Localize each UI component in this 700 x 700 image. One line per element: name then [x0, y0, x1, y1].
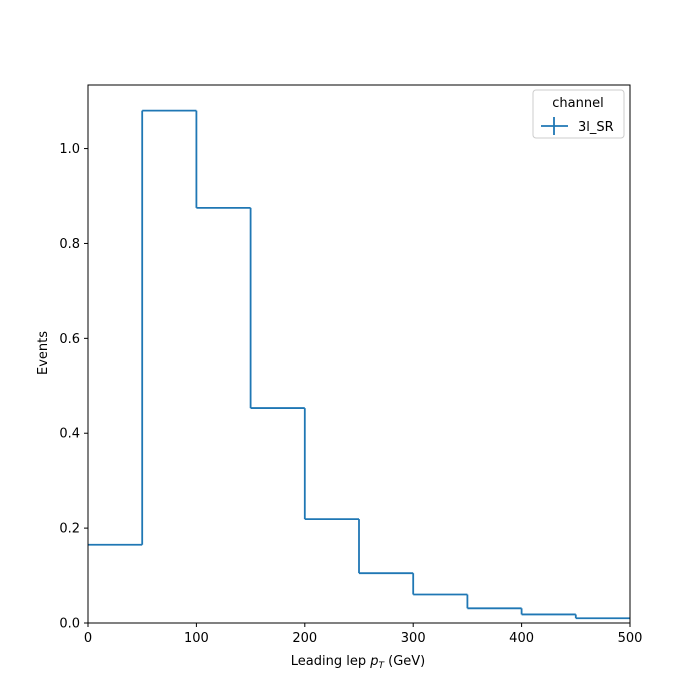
x-tick-label: 500	[618, 631, 643, 646]
y-tick-label: 0.0	[59, 617, 80, 632]
x-axis-ticks: 0 100 200 300 400 500	[84, 623, 643, 646]
y-axis-label: Events	[36, 331, 51, 375]
y-tick-label: 0.4	[59, 427, 80, 442]
legend-title: channel	[552, 96, 603, 111]
x-tick-label: 0	[84, 631, 92, 646]
plot-area	[87, 84, 631, 624]
x-tick-label: 200	[292, 631, 317, 646]
y-tick-label: 0.2	[59, 522, 80, 537]
axes-frame	[87, 84, 631, 624]
legend-series-label: 3l_SR	[578, 120, 614, 135]
x-tick-label: 100	[184, 631, 209, 646]
y-tick-label: 0.6	[59, 332, 80, 347]
y-axis-ticks: 0.0 0.2 0.4 0.6 0.8 1.0	[59, 142, 88, 632]
y-tick-label: 0.8	[59, 237, 80, 252]
x-tick-label: 400	[509, 631, 534, 646]
y-tick-label: 1.0	[59, 142, 80, 157]
x-tick-label: 300	[401, 631, 426, 646]
legend: channel 3l_SR	[532, 89, 625, 139]
x-axis-label: Leading lep pT (GeV)	[291, 654, 425, 671]
